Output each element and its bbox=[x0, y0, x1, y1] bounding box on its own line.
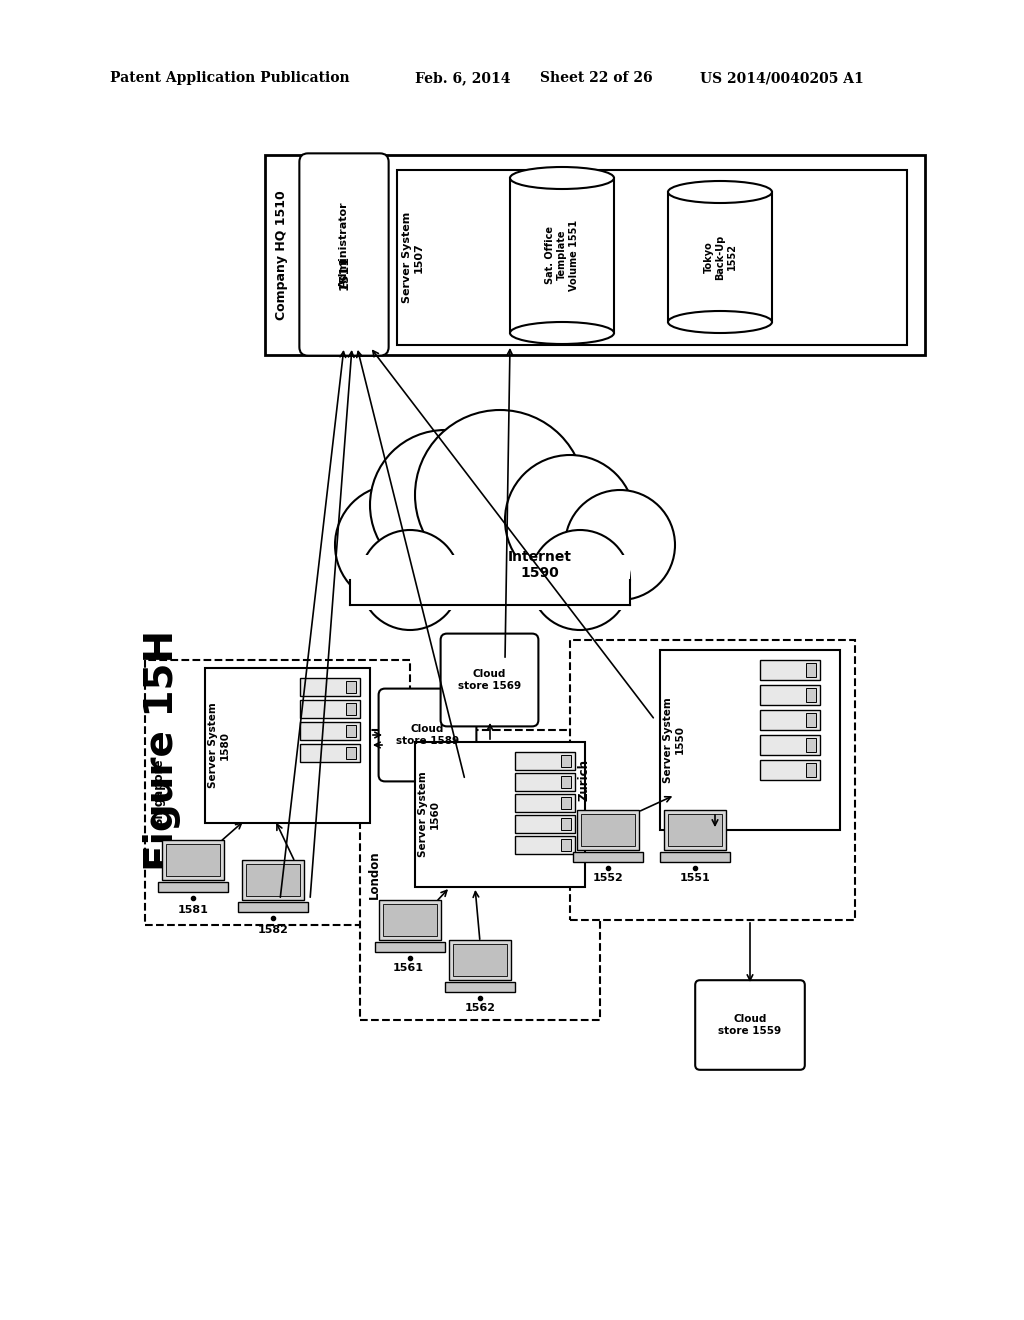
Bar bbox=[570, 640, 855, 920]
Bar bbox=[561, 797, 571, 809]
Bar bbox=[760, 710, 820, 730]
Bar bbox=[806, 713, 816, 727]
Text: Cloud
store 1569: Cloud store 1569 bbox=[458, 669, 521, 690]
Circle shape bbox=[415, 411, 585, 579]
Bar bbox=[577, 810, 639, 850]
Bar bbox=[581, 814, 635, 846]
Text: Patent Application Publication: Patent Application Publication bbox=[110, 71, 349, 84]
Bar bbox=[561, 840, 571, 851]
Text: Zurich: Zurich bbox=[578, 759, 591, 801]
Text: Figure 15H: Figure 15H bbox=[143, 630, 181, 871]
Text: Sat. Office
Template
Volume 1551: Sat. Office Template Volume 1551 bbox=[546, 219, 579, 290]
Text: Sheet 22 of 26: Sheet 22 of 26 bbox=[540, 71, 652, 84]
Bar bbox=[660, 851, 730, 862]
Bar bbox=[668, 814, 722, 846]
Bar bbox=[515, 774, 575, 791]
Bar bbox=[415, 742, 585, 887]
Bar bbox=[561, 755, 571, 767]
Bar bbox=[350, 554, 630, 610]
Circle shape bbox=[370, 430, 520, 579]
Bar bbox=[265, 154, 925, 355]
Bar bbox=[449, 940, 511, 979]
Bar bbox=[760, 660, 820, 680]
Bar bbox=[806, 663, 816, 677]
Text: Singapore: Singapore bbox=[153, 759, 166, 826]
Bar bbox=[383, 904, 437, 936]
Bar bbox=[360, 730, 600, 1020]
Bar bbox=[205, 668, 370, 822]
Circle shape bbox=[360, 531, 460, 630]
Bar bbox=[515, 836, 575, 854]
Text: Server System
1507: Server System 1507 bbox=[402, 213, 424, 304]
Text: Cloud
store 1559: Cloud store 1559 bbox=[719, 1014, 781, 1036]
Ellipse shape bbox=[510, 322, 614, 345]
Text: 1561: 1561 bbox=[392, 964, 424, 973]
Bar bbox=[300, 700, 360, 718]
Bar bbox=[346, 681, 356, 693]
Ellipse shape bbox=[510, 168, 614, 189]
Text: Administrator: Administrator bbox=[339, 201, 349, 288]
Bar bbox=[300, 744, 360, 762]
Bar bbox=[561, 818, 571, 830]
Bar bbox=[515, 795, 575, 812]
Bar bbox=[445, 982, 515, 993]
Bar bbox=[453, 944, 507, 975]
Text: 1511: 1511 bbox=[338, 255, 350, 290]
Circle shape bbox=[505, 455, 635, 585]
Text: Server System
1580: Server System 1580 bbox=[208, 702, 229, 788]
FancyBboxPatch shape bbox=[695, 981, 805, 1069]
Bar bbox=[158, 882, 228, 892]
Bar bbox=[162, 840, 224, 880]
Text: Tokyo
Back-Up
1552: Tokyo Back-Up 1552 bbox=[703, 235, 736, 280]
FancyBboxPatch shape bbox=[379, 689, 476, 781]
Bar bbox=[242, 861, 304, 900]
Bar bbox=[300, 678, 360, 696]
Text: 1551: 1551 bbox=[680, 873, 711, 883]
Text: Internet
1590: Internet 1590 bbox=[508, 550, 572, 579]
Bar bbox=[806, 688, 816, 702]
Text: Server System
1550: Server System 1550 bbox=[664, 697, 685, 783]
Bar bbox=[760, 685, 820, 705]
Bar bbox=[760, 735, 820, 755]
Circle shape bbox=[335, 484, 455, 605]
Bar bbox=[346, 704, 356, 715]
Text: London: London bbox=[368, 850, 381, 899]
Text: Server System
1560: Server System 1560 bbox=[418, 772, 439, 858]
Bar bbox=[166, 843, 220, 876]
Circle shape bbox=[565, 490, 675, 601]
FancyBboxPatch shape bbox=[299, 153, 389, 355]
FancyBboxPatch shape bbox=[440, 634, 539, 726]
Bar bbox=[246, 865, 300, 896]
Text: 1552: 1552 bbox=[593, 873, 624, 883]
Bar bbox=[806, 738, 816, 752]
Bar bbox=[397, 170, 907, 345]
Circle shape bbox=[530, 531, 630, 630]
Text: US 2014/0040205 A1: US 2014/0040205 A1 bbox=[700, 71, 864, 84]
Text: Company HQ 1510: Company HQ 1510 bbox=[274, 190, 288, 319]
Ellipse shape bbox=[668, 312, 772, 333]
Bar bbox=[515, 752, 575, 770]
Text: 1582: 1582 bbox=[258, 925, 289, 935]
Text: Feb. 6, 2014: Feb. 6, 2014 bbox=[415, 71, 511, 84]
Bar bbox=[346, 747, 356, 759]
Bar bbox=[515, 814, 575, 833]
Text: 1581: 1581 bbox=[177, 906, 209, 915]
Bar bbox=[664, 810, 726, 850]
Bar bbox=[300, 722, 360, 741]
Bar bbox=[346, 725, 356, 737]
Text: Cloud
store 1589: Cloud store 1589 bbox=[396, 725, 459, 746]
Bar bbox=[573, 851, 643, 862]
Bar bbox=[238, 902, 308, 912]
Bar bbox=[375, 942, 445, 952]
Bar bbox=[145, 660, 410, 925]
Bar bbox=[806, 763, 816, 777]
Text: 1562: 1562 bbox=[465, 1003, 496, 1012]
Bar bbox=[379, 900, 441, 940]
Bar bbox=[760, 760, 820, 780]
Bar bbox=[561, 776, 571, 788]
Ellipse shape bbox=[668, 181, 772, 203]
Bar bbox=[660, 649, 840, 830]
